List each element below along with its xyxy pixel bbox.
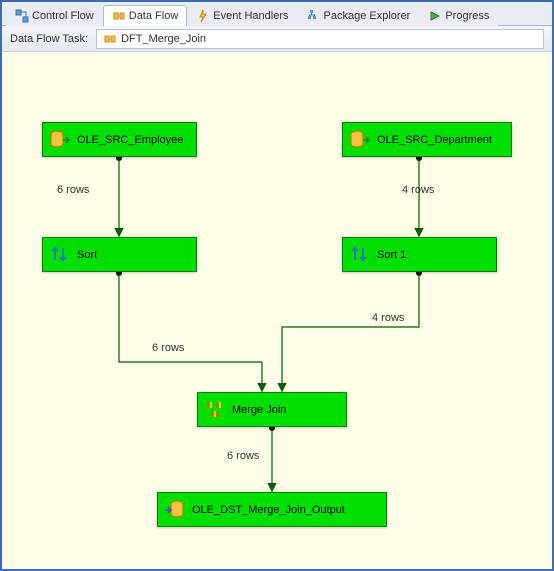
node-label: OLE_SRC_Department xyxy=(377,134,492,146)
tab-label: Control Flow xyxy=(32,10,94,22)
data-flow-icon xyxy=(103,32,117,46)
design-canvas[interactable]: OLE_SRC_Employee OLE_SRC_Department Sort… xyxy=(2,52,552,569)
task-toolbar: Data Flow Task: DFT_Merge_Join xyxy=(2,26,552,52)
task-select[interactable]: DFT_Merge_Join xyxy=(96,29,544,49)
tab-progress[interactable]: Progress xyxy=(419,5,498,26)
task-name: DFT_Merge_Join xyxy=(121,33,206,45)
tab-label: Event Handlers xyxy=(213,10,288,22)
node-sort[interactable]: Sort xyxy=(42,237,197,272)
row-count-label: 6 rows xyxy=(227,450,259,462)
tab-label: Progress xyxy=(445,10,489,22)
row-count-label: 6 rows xyxy=(57,184,89,196)
taskbar-label: Data Flow Task: xyxy=(10,33,88,45)
data-flow-icon xyxy=(112,9,126,23)
oledb-source-icon xyxy=(349,129,371,151)
tab-label: Data Flow xyxy=(129,10,179,22)
tabs-bar: Control Flow Data Flow Event Handlers Pa… xyxy=(2,2,552,26)
node-label: OLE_DST_Merge_Join_Output xyxy=(192,504,345,516)
node-label: OLE_SRC_Employee xyxy=(77,134,183,146)
node-ole-src-employee[interactable]: OLE_SRC_Employee xyxy=(42,122,197,157)
package-explorer-icon xyxy=(307,9,321,23)
oledb-source-icon xyxy=(49,129,71,151)
tab-control-flow[interactable]: Control Flow xyxy=(6,5,103,26)
control-flow-icon xyxy=(15,9,29,23)
node-label: Sort 1 xyxy=(377,249,406,261)
node-sort-1[interactable]: Sort 1 xyxy=(342,237,497,272)
node-label: Sort xyxy=(77,249,97,261)
node-ole-src-department[interactable]: OLE_SRC_Department xyxy=(342,122,512,157)
sort-icon xyxy=(349,244,371,266)
tab-package-explorer[interactable]: Package Explorer xyxy=(298,5,420,26)
row-count-label: 4 rows xyxy=(372,312,404,324)
node-label: Merge Join xyxy=(232,404,286,416)
row-count-label: 4 rows xyxy=(402,184,434,196)
tab-event-handlers[interactable]: Event Handlers xyxy=(187,5,297,26)
node-ole-dst-output[interactable]: OLE_DST_Merge_Join_Output xyxy=(157,492,387,527)
merge-join-icon xyxy=(204,399,226,421)
tab-data-flow[interactable]: Data Flow xyxy=(103,5,188,26)
oledb-destination-icon xyxy=(164,499,186,521)
row-count-label: 6 rows xyxy=(152,342,184,354)
tab-label: Package Explorer xyxy=(324,10,411,22)
sort-icon xyxy=(49,244,71,266)
event-handlers-icon xyxy=(196,9,210,23)
progress-icon xyxy=(428,9,442,23)
node-merge-join[interactable]: Merge Join xyxy=(197,392,347,427)
